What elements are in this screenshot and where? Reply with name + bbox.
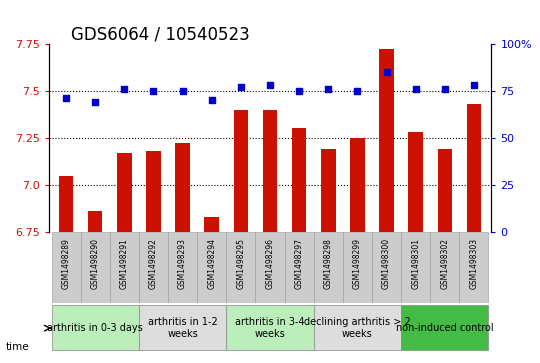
Bar xyxy=(51,305,139,350)
Bar xyxy=(139,305,226,350)
Bar xyxy=(467,104,481,232)
Text: GSM1498301: GSM1498301 xyxy=(411,238,420,289)
Bar xyxy=(226,232,255,303)
Bar xyxy=(117,153,132,232)
Point xyxy=(441,86,449,92)
Text: arthritis in 0-3 days: arthritis in 0-3 days xyxy=(48,323,143,333)
Bar xyxy=(401,232,430,303)
Bar xyxy=(51,232,80,303)
Bar xyxy=(146,151,161,232)
Bar xyxy=(314,232,343,303)
Point xyxy=(411,86,420,92)
Text: GSM1498298: GSM1498298 xyxy=(324,238,333,289)
Text: GSM1498291: GSM1498291 xyxy=(120,238,129,289)
Text: declining arthritis > 2
weeks: declining arthritis > 2 weeks xyxy=(304,317,411,339)
Point xyxy=(149,88,158,94)
Text: time: time xyxy=(5,342,29,352)
Point xyxy=(470,82,478,88)
Point xyxy=(207,97,216,103)
Text: GSM1498296: GSM1498296 xyxy=(266,238,274,289)
Bar xyxy=(88,211,103,232)
Point xyxy=(178,88,187,94)
Text: GSM1498295: GSM1498295 xyxy=(237,238,245,289)
Point xyxy=(382,69,391,75)
Bar xyxy=(226,305,314,350)
Text: GSM1498297: GSM1498297 xyxy=(295,238,303,289)
Text: arthritis in 3-4
weeks: arthritis in 3-4 weeks xyxy=(235,317,305,339)
Text: GSM1498289: GSM1498289 xyxy=(62,238,71,289)
Bar xyxy=(263,110,277,232)
Text: GSM1498293: GSM1498293 xyxy=(178,238,187,289)
Bar xyxy=(80,232,110,303)
Bar xyxy=(372,232,401,303)
Bar xyxy=(321,149,335,232)
Bar xyxy=(139,232,168,303)
Bar xyxy=(430,232,460,303)
Point xyxy=(324,86,333,92)
Point xyxy=(237,84,245,90)
Point xyxy=(353,88,362,94)
Text: GDS6064 / 10540523: GDS6064 / 10540523 xyxy=(71,25,249,44)
Bar xyxy=(314,305,401,350)
Text: GSM1498302: GSM1498302 xyxy=(440,238,449,289)
Point xyxy=(91,99,99,105)
Bar xyxy=(255,232,285,303)
Bar xyxy=(343,232,372,303)
Text: arthritis in 1-2
weeks: arthritis in 1-2 weeks xyxy=(148,317,218,339)
Point xyxy=(295,88,303,94)
Bar xyxy=(379,49,394,232)
Text: GSM1498290: GSM1498290 xyxy=(91,238,100,289)
Bar xyxy=(460,232,489,303)
Bar xyxy=(408,132,423,232)
Bar xyxy=(205,217,219,232)
Bar xyxy=(401,305,489,350)
Text: GSM1498299: GSM1498299 xyxy=(353,238,362,289)
Text: non-induced control: non-induced control xyxy=(396,323,494,333)
Bar xyxy=(168,232,197,303)
Bar xyxy=(176,143,190,232)
Point xyxy=(266,82,274,88)
Text: GSM1498294: GSM1498294 xyxy=(207,238,216,289)
Point xyxy=(62,95,70,101)
Bar xyxy=(110,232,139,303)
Bar xyxy=(234,110,248,232)
Point xyxy=(120,86,129,92)
Bar xyxy=(285,232,314,303)
Bar xyxy=(197,232,226,303)
Bar xyxy=(437,149,452,232)
Bar xyxy=(350,138,364,232)
Text: GSM1498303: GSM1498303 xyxy=(469,238,478,289)
Text: GSM1498292: GSM1498292 xyxy=(149,238,158,289)
Bar xyxy=(292,129,306,232)
Bar xyxy=(59,175,73,232)
Text: GSM1498300: GSM1498300 xyxy=(382,238,391,289)
